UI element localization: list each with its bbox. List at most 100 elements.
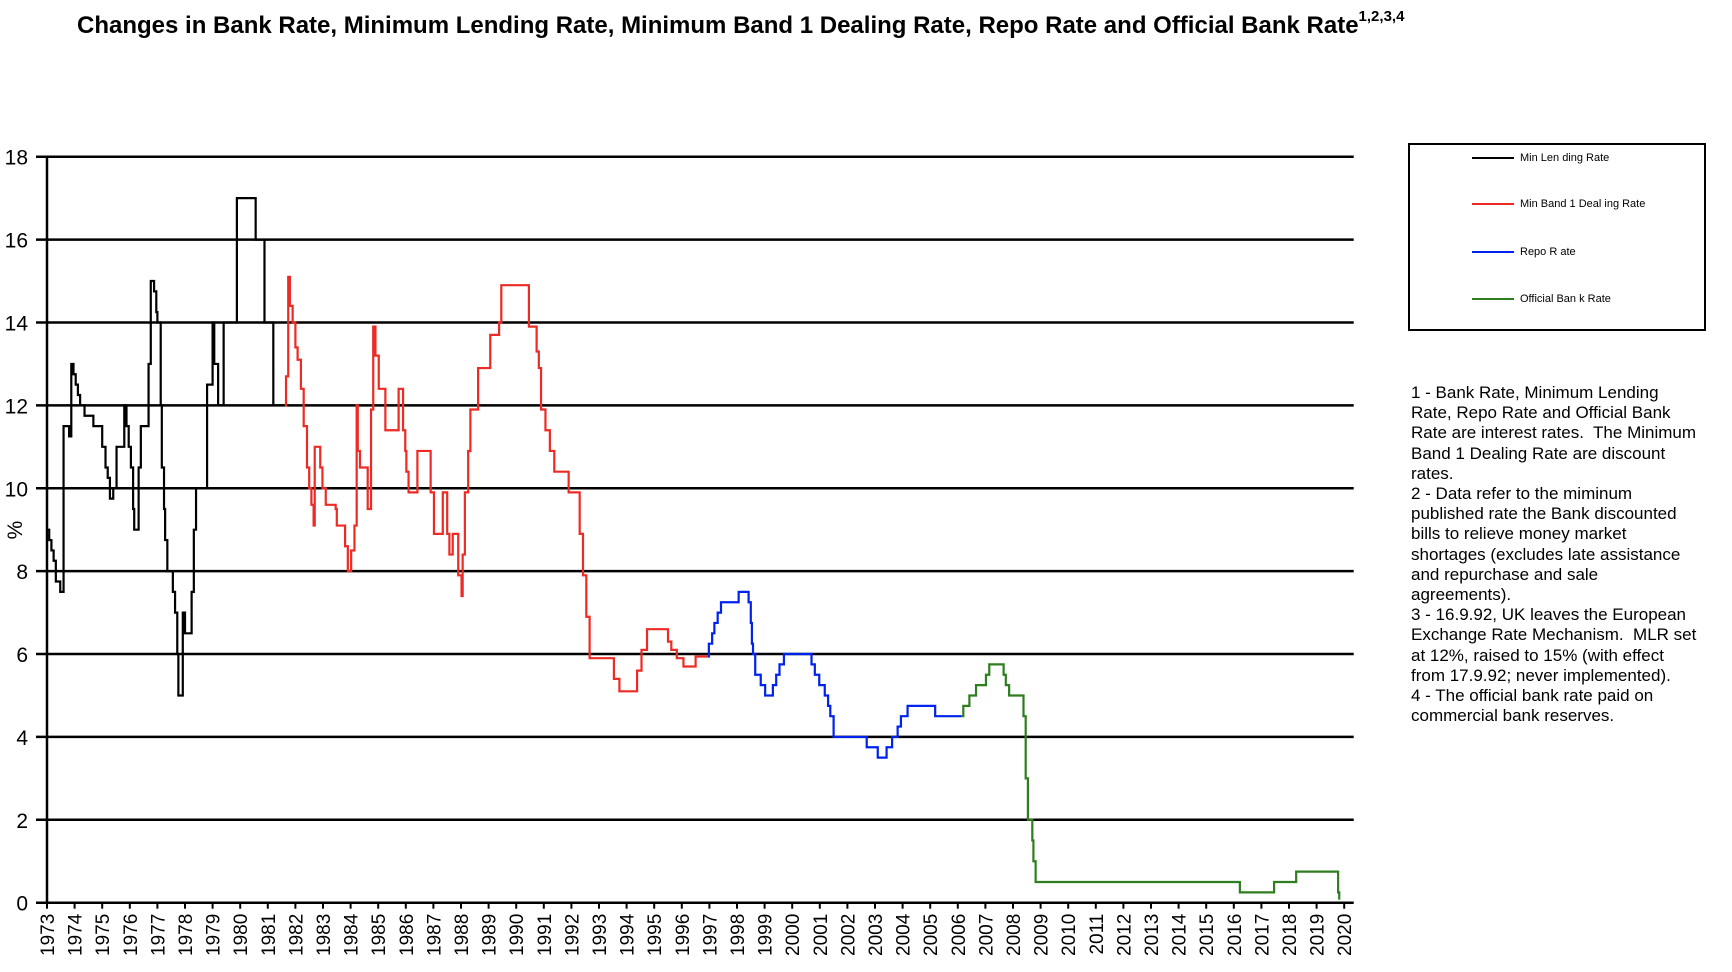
x-tick-label: 1975	[93, 914, 114, 956]
y-tick-label: 12	[5, 395, 28, 418]
x-tick-label: 2012	[1114, 914, 1135, 956]
x-tick-label: 1994	[618, 913, 639, 956]
footnote-line: 3 - 16.9.92, UK leaves the European	[1411, 605, 1687, 625]
footnote-line: agreements).	[1411, 585, 1512, 605]
footnote-line: Exchange Rate Mechanism. MLR set	[1411, 625, 1697, 645]
footnote-line: rates.	[1411, 463, 1454, 483]
legend-label: Min Band 1 Deal ing Rate	[1520, 198, 1646, 210]
x-tick-label: 2014	[1170, 913, 1191, 956]
x-tick-label: 2000	[783, 914, 804, 956]
x-tick-label: 1985	[369, 914, 390, 956]
x-tick-label: 2013	[1142, 914, 1163, 956]
x-tick-label: 1989	[480, 914, 501, 956]
x-tick-label: 1980	[231, 914, 252, 956]
x-tick-label: 1991	[535, 914, 556, 956]
legend-label: Repo R ate	[1520, 246, 1576, 258]
x-tick-label: 2003	[866, 914, 887, 956]
chart-title-text: Changes in Bank Rate, Minimum Lending Ra…	[77, 12, 1359, 39]
legend-swatch	[1472, 157, 1514, 159]
y-tick-label: 6	[16, 644, 28, 667]
series-line-repo-rate	[707, 590, 962, 759]
y-tick-label: 16	[5, 230, 28, 253]
footnote-line: shortages (excludes late assistance	[1411, 544, 1681, 564]
footnote-line: and repurchase and sale	[1411, 564, 1599, 584]
x-tick-label: 2016	[1225, 914, 1246, 956]
x-tick-label: 1988	[452, 914, 473, 956]
title-superscript: 1,2,3,4	[1358, 8, 1405, 25]
footnote-line: Rate, Repo Rate and Official Bank	[1411, 403, 1671, 423]
legend: Min Len ding Rate Min Band 1 Deal ing Ra…	[1408, 143, 1706, 331]
x-tick-label: 1992	[562, 914, 583, 956]
x-tick-label: 1998	[728, 914, 749, 956]
x-tick-label: 2017	[1252, 914, 1273, 956]
x-tick-label: 1976	[121, 914, 142, 956]
x-tick-label: 1999	[756, 914, 777, 956]
x-tick-label: 1995	[645, 914, 666, 956]
y-tick-label: 2	[16, 810, 28, 833]
x-tick-label: 2019	[1308, 914, 1329, 956]
x-tick-label: 2020	[1335, 914, 1356, 956]
y-tick-label: 8	[16, 561, 28, 584]
legend-swatch	[1472, 251, 1514, 253]
x-tick-label: 2006	[949, 914, 970, 956]
footnote-line: 1 - Bank Rate, Minimum Lending	[1411, 383, 1659, 402]
gridlines	[36, 155, 1354, 904]
x-tick-label: 2011	[1087, 914, 1108, 955]
y-tick-label: 0	[16, 893, 28, 916]
x-tick-label: 1973	[38, 914, 59, 956]
series-line-official-bank-rate	[961, 663, 1341, 900]
legend-item-min-lending-rate: Min Len ding Rate	[1472, 151, 1609, 165]
y-axis-label: %	[4, 521, 27, 540]
x-tick-label: 2009	[1032, 914, 1053, 956]
y-tick-label: 14	[5, 312, 29, 335]
x-tick-label: 2008	[1004, 914, 1025, 956]
footnote-line: 4 - The official bank rate paid on	[1411, 686, 1654, 706]
series-lines	[47, 197, 1341, 900]
footnote-line: commercial bank reserves.	[1411, 706, 1615, 726]
x-tick-label: 2001	[811, 914, 832, 956]
legend-label: Official Ban k Rate	[1520, 293, 1611, 305]
x-tick-label: 1993	[590, 914, 611, 956]
x-tick-label: 2018	[1280, 914, 1301, 956]
x-tick-label: 1982	[286, 914, 307, 956]
legend-label: Min Len ding Rate	[1520, 152, 1610, 164]
footnote-line: 2 - Data refer to the miminum	[1411, 484, 1633, 504]
x-tick-label: 2010	[1059, 914, 1080, 956]
footnote-line: at 12%, raised to 15% (with effect	[1411, 645, 1664, 665]
footnote-line: bills to relieve money market	[1411, 524, 1627, 544]
x-tick-label: 1996	[673, 914, 694, 956]
x-tick-label: 2007	[976, 914, 997, 956]
footnotes: 1 - Bank Rate, Minimum Lending Rate, Repo…	[1411, 383, 1696, 726]
legend-item-repo-rate: Repo R ate	[1472, 245, 1576, 259]
x-tick-label: 1979	[204, 914, 225, 956]
x-tick-label: 1978	[176, 914, 197, 956]
legend-swatch	[1472, 203, 1514, 205]
x-tick-label: 2015	[1197, 914, 1218, 956]
chart-title: Changes in Bank Rate, Minimum Lending Ra…	[77, 8, 1404, 40]
y-tick-label: 4	[16, 727, 28, 750]
x-tick-label: 1981	[259, 914, 280, 956]
footnote-line: published rate the Bank discounted	[1411, 504, 1677, 524]
footnote-line: Band 1 Dealing Rate are discount	[1411, 443, 1666, 463]
x-tick-label: 2002	[838, 914, 859, 956]
series-line-min-band-1-dealing-rate	[284, 275, 708, 693]
legend-item-min-band1-dealing-rate: Min Band 1 Deal ing Rate	[1472, 197, 1645, 211]
legend-swatch	[1472, 298, 1514, 300]
series-line-min-lending-rate	[47, 197, 285, 697]
x-tick-label: 1986	[397, 914, 418, 956]
x-tick-label: 2005	[921, 914, 942, 956]
x-tick-label: 1977	[148, 914, 169, 956]
x-tick-label: 2004	[894, 913, 915, 956]
footnote-line: Rate are interest rates. The Minimum	[1411, 423, 1697, 443]
x-tick-label: 1984	[342, 913, 363, 956]
y-tick-label: 10	[5, 478, 28, 501]
x-tick-label: 1990	[507, 914, 528, 956]
legend-item-official-bank-rate: Official Ban k Rate	[1472, 292, 1611, 306]
x-tick-label: 1974	[66, 913, 87, 956]
y-axis-ticks: 0 2 4 6 8 10 12 14 16 18	[5, 147, 29, 916]
footnote-line: from 17.9.92; never implemented).	[1411, 665, 1671, 685]
rate-chart: 0 2 4 6 8 10 12 14 16 18 1973 1974 1975 1976 1977 1978…	[4, 147, 1356, 956]
x-axis-ticks: 1973 1974 1975 1976 1977 1978 1979 1980 1981 1982…	[38, 902, 1356, 956]
x-tick-label: 1983	[314, 914, 335, 956]
x-tick-label: 1997	[700, 914, 721, 956]
